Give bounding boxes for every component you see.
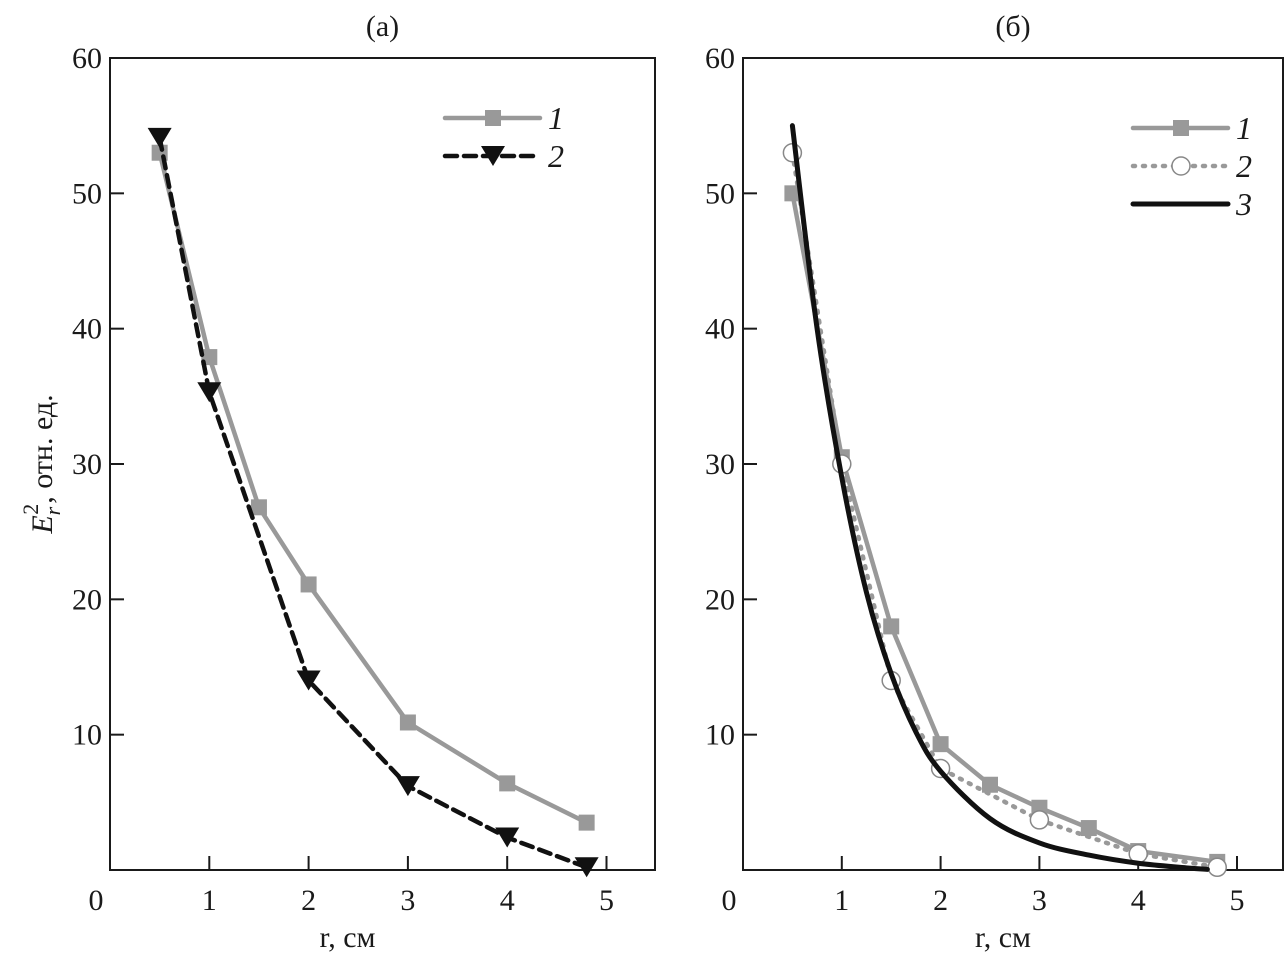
data-point-triangle [147, 127, 172, 148]
legend-entry-3: 3 [1130, 186, 1252, 222]
y-axis-tick-label: 10 [705, 719, 735, 752]
data-point-circle [1171, 156, 1191, 176]
chart-title: (б) [995, 10, 1030, 43]
legend-label: 2 [548, 138, 564, 174]
data-point-circle [1207, 857, 1227, 878]
x-tick-label: 1 [834, 884, 849, 917]
x-tick-label: 4 [1131, 884, 1146, 917]
y-axis-tick-label: 50 [72, 177, 102, 210]
data-point-circle [1029, 810, 1050, 830]
chart-title: (a) [366, 10, 399, 43]
y-axis-tick-label: 10 [72, 719, 102, 752]
data-point-triangle [296, 670, 321, 691]
data-point-triangle [197, 382, 222, 403]
y-axis-label-var: E [26, 515, 59, 534]
x-tick-label: 3 [400, 884, 415, 917]
legend-label: 2 [1236, 148, 1252, 184]
data-point-square [578, 814, 595, 831]
data-point-triangle [495, 827, 520, 848]
y-axis-tick-label: 30 [72, 448, 102, 481]
legend-entry-1: 1 [442, 100, 564, 136]
series-1 [151, 144, 595, 831]
plot-frame [109, 57, 656, 871]
x-tick-label: 0 [722, 884, 737, 917]
legend-label: 1 [548, 100, 564, 136]
series-3 [789, 123, 1210, 872]
plot-frame [742, 57, 1284, 871]
y-axis-tick-label: 40 [705, 313, 735, 346]
x-tick-label: 3 [1032, 884, 1047, 917]
data-point-square [485, 110, 501, 126]
series-line [789, 123, 1210, 872]
x-axis-label: r, см [319, 921, 375, 954]
data-point-triangle [481, 146, 505, 166]
x-tick-label: 5 [1230, 884, 1245, 917]
data-point-square [883, 618, 900, 635]
legend-entry-2: 2 [1130, 148, 1252, 184]
y-axis-tick-label: 30 [705, 448, 735, 481]
data-point-square [250, 499, 267, 516]
data-point-triangle [574, 857, 599, 878]
y-axis-label-sub: r [40, 506, 65, 515]
data-point-square [932, 736, 949, 753]
series-line [157, 135, 589, 870]
series-line [157, 150, 589, 825]
y-axis-tick-label: 60 [705, 42, 735, 75]
data-point-square [982, 776, 998, 793]
x-axis-label: r, см [975, 921, 1031, 954]
legend-label: 1 [1236, 110, 1252, 146]
y-axis-tick-label: 40 [72, 313, 102, 346]
data-point-square [1173, 120, 1189, 136]
data-point-square [300, 576, 317, 593]
x-tick-label: 5 [599, 884, 614, 917]
data-point-square [784, 185, 801, 202]
y-axis-tick-label: 20 [72, 583, 102, 616]
x-tick-label: 1 [202, 884, 217, 917]
y-axis-tick-label: 20 [705, 583, 735, 616]
legend-label: 3 [1235, 186, 1252, 222]
y-axis-label-unit: , отн. ед. [26, 394, 59, 503]
data-point-square [399, 714, 416, 731]
y-axis-tick-label: 60 [72, 42, 102, 75]
y-axis-label-sup: 2 [18, 504, 43, 515]
data-point-triangle [395, 776, 420, 797]
data-point-square [499, 775, 516, 792]
series-2 [147, 127, 599, 878]
legend-entry-1: 1 [1130, 110, 1252, 146]
x-tick-label: 0 [89, 884, 104, 917]
legend-entry-2: 2 [442, 138, 564, 174]
y-axis-label: Er2, отн. ед. [18, 394, 65, 534]
x-tick-label: 2 [933, 884, 948, 917]
x-tick-label: 2 [301, 884, 316, 917]
y-axis-tick-label: 50 [705, 177, 735, 210]
data-point-square [1080, 820, 1097, 837]
x-tick-label: 4 [500, 884, 515, 917]
